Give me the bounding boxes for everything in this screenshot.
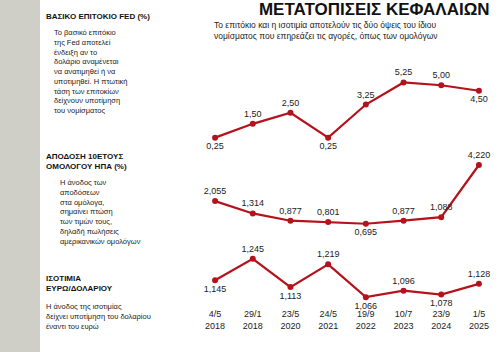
svg-text:5,25: 5,25 (395, 67, 413, 77)
svg-text:ΑΠΟΔΟΣΗ 10ΕΤΟΥΣΟΜΟΛΟΓΟΥ ΗΠΑ (%: ΑΠΟΔΟΣΗ 10ΕΤΟΥΣΟΜΟΛΟΓΟΥ ΗΠΑ (%) (46, 152, 127, 171)
svg-text:1,219: 1,219 (317, 249, 340, 259)
svg-text:23/92024: 23/92024 (431, 309, 451, 331)
svg-text:1,066: 1,066 (355, 301, 378, 311)
svg-text:29/12018: 29/12018 (243, 309, 263, 331)
svg-text:4,50: 4,50 (470, 94, 488, 104)
svg-text:3,25: 3,25 (357, 90, 375, 100)
svg-text:2,055: 2,055 (204, 186, 227, 196)
svg-text:2,50: 2,50 (282, 98, 300, 108)
svg-text:4,220: 4,220 (468, 150, 491, 160)
svg-text:24/52021: 24/52021 (318, 309, 338, 331)
svg-text:1,50: 1,50 (244, 109, 262, 119)
svg-text:0,801: 0,801 (317, 207, 340, 217)
svg-text:0,25: 0,25 (319, 141, 337, 151)
svg-text:Η άνοδος τωναποδόσεωνστα ομόλο: Η άνοδος τωναποδόσεωνστα ομόλογα,σημαίνε… (60, 178, 141, 246)
svg-text:1,096: 1,096 (392, 276, 415, 286)
svg-text:1,314: 1,314 (242, 198, 265, 208)
svg-text:1,245: 1,245 (242, 244, 265, 254)
svg-text:1,088: 1,088 (430, 202, 453, 212)
svg-text:Η άνοδος της ισοτιμίαςδείχνει: Η άνοδος της ισοτιμίαςδείχνει υποτίμηση … (46, 302, 151, 331)
svg-text:0,877: 0,877 (279, 206, 302, 216)
svg-text:1,078: 1,078 (430, 298, 453, 308)
svg-text:ΒΑΣΙΚΟ ΕΠΙΤΟΚΙΟ FED (%): ΒΑΣΙΚΟ ΕΠΙΤΟΚΙΟ FED (%) (46, 12, 150, 21)
svg-text:1,113: 1,113 (280, 291, 302, 301)
svg-text:Το επιτόκιο και η ισοτιμία απο: Το επιτόκιο και η ισοτιμία αποτελούν τις… (214, 20, 438, 41)
svg-text:19/92022: 19/92022 (356, 309, 376, 331)
svg-text:0,695: 0,695 (355, 227, 378, 237)
svg-text:1,145: 1,145 (204, 284, 227, 294)
svg-text:ΜΕΤΑΤΟΠΙΣΕΙΣ ΚΕΦΑΛΑΙΩΝ: ΜΕΤΑΤΟΠΙΣΕΙΣ ΚΕΦΑΛΑΙΩΝ (259, 0, 490, 19)
svg-text:23/52020: 23/52020 (280, 309, 300, 331)
svg-text:1,128: 1,128 (468, 269, 491, 279)
svg-text:Το βασικό επιτόκιοτης Fed αποτ: Το βασικό επιτόκιοτης Fed αποτελείένδειξ… (54, 28, 128, 115)
svg-text:10/72023: 10/72023 (394, 309, 414, 331)
svg-text:4/52018: 4/52018 (205, 309, 225, 331)
svg-text:ΙΣΟΤΙΜΙΑΕΥΡΩ/ΔΟΛΑΡΙΟΥ: ΙΣΟΤΙΜΙΑΕΥΡΩ/ΔΟΛΑΡΙΟΥ (46, 274, 113, 293)
svg-text:1/52025: 1/52025 (469, 309, 489, 331)
svg-text:5,00: 5,00 (432, 70, 450, 80)
svg-text:0,25: 0,25 (206, 141, 224, 151)
svg-text:0,877: 0,877 (392, 206, 415, 216)
